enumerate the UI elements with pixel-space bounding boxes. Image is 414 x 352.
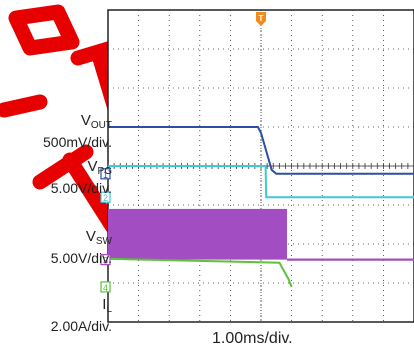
channel-markers: 1 2 3 4 T	[100, 12, 266, 293]
channel-marker-2	[100, 191, 111, 203]
channel-number-4: 4	[103, 283, 108, 293]
ylabel-vsw: VSW 5.00V/div.	[50, 228, 112, 267]
channel-marker-1	[100, 168, 111, 180]
channel-marker-3	[100, 254, 111, 266]
channel-number-2: 2	[103, 193, 108, 203]
vpg-symbol: V	[87, 158, 98, 175]
vout-subscript: OUT	[90, 120, 112, 131]
trigger-marker	[256, 12, 266, 26]
vpg-scale: 5.00V/div.	[50, 180, 112, 196]
trace-vsw	[108, 208, 288, 260]
channel-number-3: 3	[103, 256, 108, 266]
vsw-symbol: V	[85, 228, 96, 245]
traces	[107, 126, 414, 288]
trace-pg	[108, 165, 414, 199]
channel-marker-4	[100, 281, 111, 293]
il-subscript: L	[106, 304, 112, 315]
channel-number-1: 1	[103, 170, 108, 180]
vout-symbol: V	[80, 112, 91, 129]
trigger-label: T	[259, 14, 264, 23]
il-symbol: I	[102, 296, 107, 313]
ylabel-vout: VOUT 500mV/div.	[43, 112, 112, 151]
ylabel-il: IL 2.00A/div.	[50, 296, 112, 335]
il-scale: 2.00A/div.	[50, 318, 112, 334]
vpg-subscript: PG	[97, 166, 112, 177]
ylabel-vpg: VPG 5.00V/div.	[50, 158, 112, 197]
x-axis-label: 1.00ms/div.	[212, 330, 293, 347]
trace-l	[107, 257, 293, 288]
vsw-scale: 5.00V/div.	[50, 250, 112, 266]
vout-scale: 500mV/div.	[43, 134, 112, 150]
trace-out	[108, 126, 414, 175]
vsw-subscript: SW	[95, 236, 112, 247]
